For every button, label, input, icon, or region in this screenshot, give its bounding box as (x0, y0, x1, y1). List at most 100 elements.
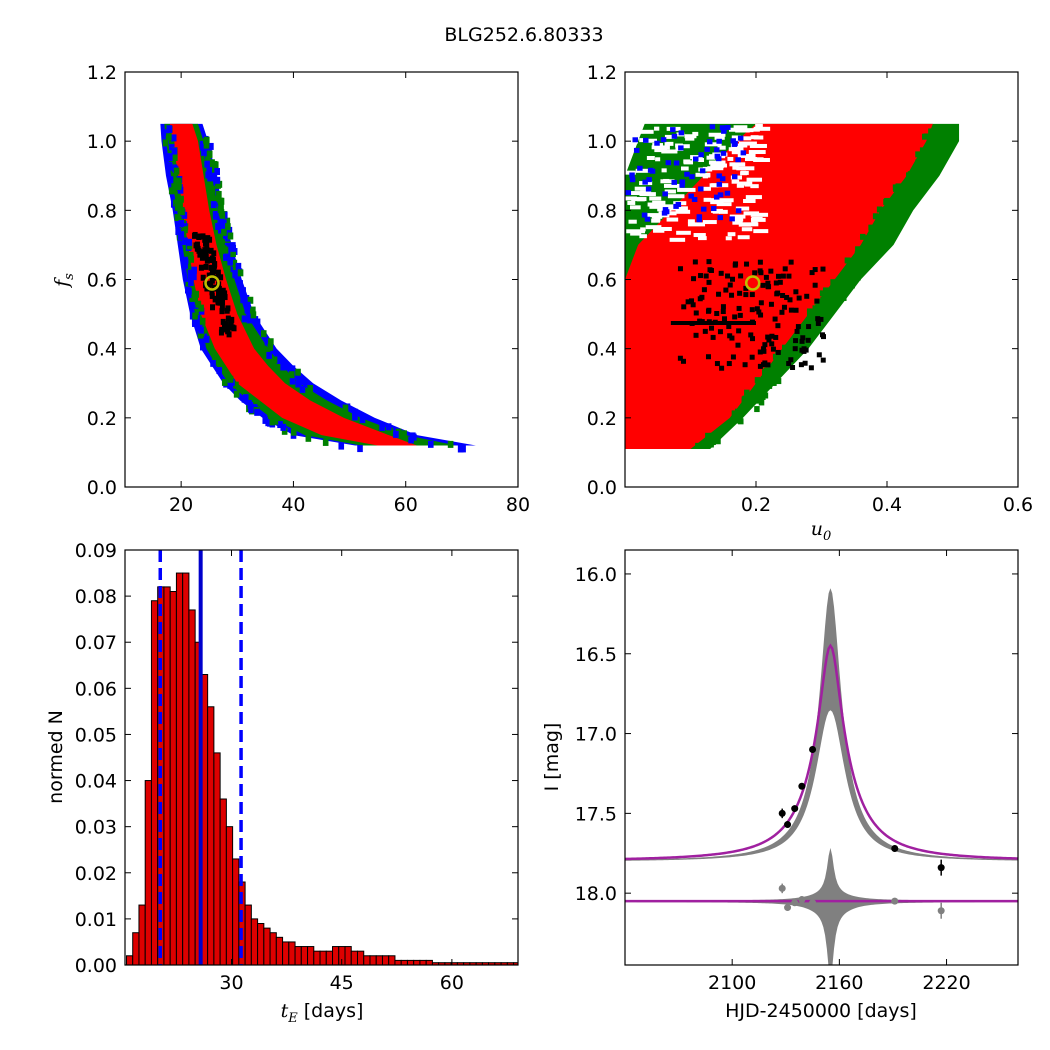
y-tick-label: 0.05 (75, 724, 117, 746)
region-cell (660, 137, 667, 143)
mcmc-sample (225, 305, 231, 312)
region-cell (280, 423, 287, 431)
region-cell (643, 137, 649, 143)
mcmc-sample (212, 261, 218, 268)
region-cell (230, 244, 237, 252)
mcmc-sample (754, 306, 760, 312)
region-cell (191, 273, 197, 281)
region-cell (175, 183, 182, 191)
region-gap (661, 149, 678, 154)
mcmc-sample (198, 264, 204, 271)
x-tick-label: 80 (506, 494, 530, 516)
region-cell (385, 423, 392, 431)
region-cell (177, 186, 184, 194)
region-cell (913, 172, 920, 179)
region-gap (683, 160, 694, 165)
y-tick-label: 0.8 (87, 200, 117, 222)
region-gap (745, 195, 762, 200)
region-cell (821, 294, 828, 301)
region-cell (709, 124, 716, 130)
data-point (798, 782, 806, 790)
region-cell (866, 256, 873, 263)
region-cell (855, 274, 861, 281)
region-gap (664, 189, 676, 194)
mcmc-sample (691, 276, 697, 282)
region-cell (198, 326, 204, 334)
mcmc-sample (763, 274, 769, 280)
region-gap (680, 166, 689, 171)
region-cell (305, 434, 312, 442)
region-gap (685, 136, 695, 141)
y-axis-label: normed N (45, 710, 67, 804)
region-cell (838, 290, 844, 297)
mcmc-sample (207, 236, 213, 243)
region-cell (699, 168, 706, 174)
y-tick-label: 0.03 (75, 817, 117, 839)
region-cell (849, 257, 856, 264)
mcmc-sample (228, 320, 234, 327)
region-gap (704, 142, 722, 147)
region-cell (693, 156, 699, 162)
mcmc-sample (749, 354, 755, 360)
histogram-bar (419, 959, 427, 965)
histogram-bar (132, 932, 140, 965)
mcmc-sample (732, 314, 738, 320)
region-cell (277, 421, 283, 429)
region-cell (198, 304, 204, 312)
plot-area (125, 550, 518, 965)
y-tick-label: 0.01 (75, 909, 117, 931)
mcmc-sample (742, 362, 748, 368)
data-point (937, 864, 945, 872)
region-cell (914, 186, 921, 193)
region-gap (663, 178, 670, 183)
y-axis-label: I [mag] (541, 723, 563, 792)
region-cell (221, 228, 227, 236)
mcmc-sample (758, 312, 764, 318)
region-cell (359, 416, 366, 424)
region-cell (902, 187, 909, 194)
region-cell (806, 310, 813, 317)
region-cell (215, 212, 221, 220)
region-cell (900, 198, 906, 205)
region-cell (781, 344, 788, 351)
region-gap (753, 157, 764, 162)
mcmc-sample (729, 292, 735, 298)
region-gap (628, 219, 637, 224)
region-cell (938, 151, 944, 158)
region-cell (661, 210, 668, 216)
region-cell (215, 181, 221, 189)
region-cell (719, 176, 726, 182)
y-tick-label: 0.6 (587, 270, 617, 292)
region-gap (636, 197, 645, 202)
region-gap (753, 135, 764, 140)
region-cell (755, 380, 761, 387)
histogram-bar (182, 572, 190, 965)
region-cell (696, 217, 703, 223)
region-gap (737, 153, 756, 158)
residual-point (778, 884, 786, 892)
region-cell (866, 260, 872, 267)
mcmc-sample (743, 285, 749, 291)
x-axis-label: HJD-2450000 [days] (725, 1000, 917, 1022)
region-gap (639, 234, 647, 239)
region-gap (651, 145, 659, 150)
x-tick-label: 0.2 (741, 494, 771, 516)
region-cell (822, 287, 829, 294)
data-point (784, 821, 792, 829)
region-cell (734, 408, 741, 415)
region-cell (216, 367, 223, 375)
mcmc-sample (726, 323, 732, 329)
mcmc-sample (762, 342, 768, 348)
region-cell (168, 187, 175, 195)
region-cell (299, 385, 306, 393)
region-gap (715, 163, 727, 168)
mcmc-sample (725, 273, 731, 279)
region-gap (643, 138, 657, 143)
region-cell (212, 353, 218, 361)
region-cell (167, 176, 174, 184)
region-cell (247, 401, 254, 409)
region-cell (173, 167, 180, 175)
mcmc-sample (799, 338, 805, 344)
histogram-bar (263, 927, 271, 965)
region-gap (715, 198, 734, 203)
